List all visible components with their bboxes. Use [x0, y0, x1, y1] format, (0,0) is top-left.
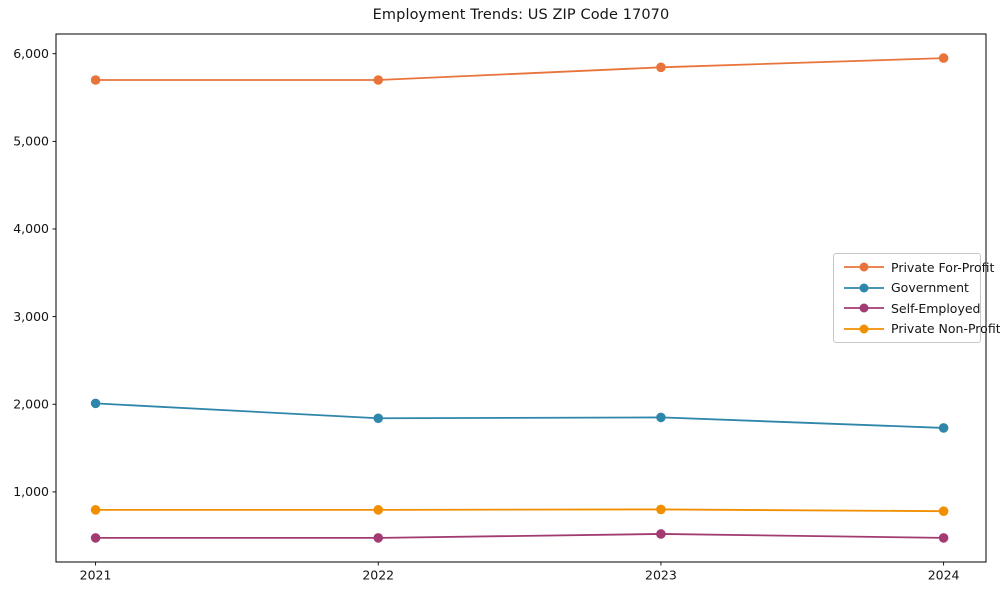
- data-point-private-non-profit: [938, 506, 949, 516]
- data-point-government: [90, 398, 101, 409]
- x-tick-label: 2023: [645, 568, 677, 583]
- data-point-government: [938, 423, 949, 433]
- y-tick-label: 2,000: [13, 396, 49, 411]
- legend-item-self-employed: Self-Employed: [843, 301, 980, 316]
- y-tick-label: 5,000: [13, 134, 49, 149]
- legend-marker-icon: [844, 262, 884, 272]
- legend: Private For-Profit Government Self-Employe…: [833, 253, 1000, 343]
- series-line-self-employed: [95, 533, 944, 539]
- legend-label: Government: [891, 280, 969, 296]
- y-tick-label: 4,000: [13, 221, 49, 236]
- data-point-self-employed: [373, 533, 384, 543]
- data-point-private-non-profit: [373, 505, 384, 515]
- data-point-private-for-profit: [938, 53, 949, 63]
- x-tick-label: 2024: [928, 568, 960, 583]
- y-tick-label: 1,000: [13, 484, 49, 499]
- series-line-private-for-profit: [95, 57, 944, 81]
- data-point-private-for-profit: [656, 62, 666, 73]
- legend-label: Private For-Profit: [891, 259, 995, 275]
- x-tick-label: 2022: [362, 568, 394, 583]
- data-point-self-employed: [90, 533, 101, 543]
- data-point-private-for-profit: [90, 75, 101, 85]
- legend-marker-icon: [844, 303, 884, 313]
- data-point-private-non-profit: [90, 505, 101, 515]
- data-point-government: [373, 413, 384, 424]
- chart-title: Employment Trends: US ZIP Code 17070: [372, 7, 670, 23]
- data-point-self-employed: [938, 533, 949, 543]
- legend-label: Private Non-Profit: [891, 321, 1000, 337]
- series-line-private-non-profit: [95, 508, 944, 513]
- y-tick-label: 3,000: [13, 309, 49, 324]
- legend-item-private-for-profit: Private For-Profit: [843, 260, 994, 275]
- data-point-private-for-profit: [373, 75, 384, 85]
- legend-item-private-non-profit: Private Non-Profit: [843, 321, 1000, 336]
- data-point-government: [656, 412, 666, 423]
- data-point-private-non-profit: [656, 504, 666, 515]
- legend-marker-icon: [844, 283, 884, 293]
- legend-label: Self-Employed: [891, 300, 981, 316]
- y-tick-label: 6,000: [13, 46, 49, 61]
- x-tick-label: 2021: [80, 568, 112, 583]
- axes-frame: [55, 33, 987, 563]
- data-point-self-employed: [656, 529, 666, 539]
- legend-item-government: Government: [843, 280, 974, 295]
- legend-marker-icon: [844, 324, 884, 334]
- series-line-government: [95, 402, 944, 429]
